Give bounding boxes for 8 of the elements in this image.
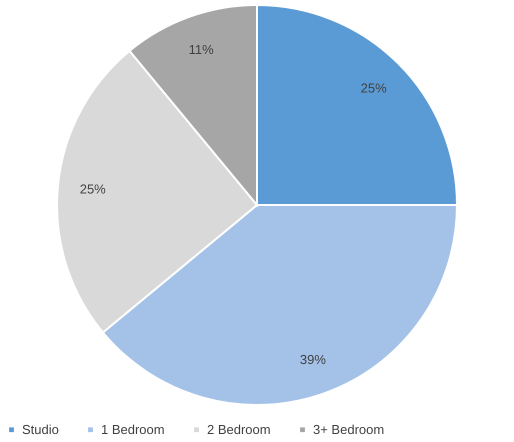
- data-label: 25%: [360, 80, 388, 96]
- legend-label: 3+ Bedroom: [313, 422, 384, 437]
- legend-label: Studio: [22, 422, 59, 437]
- data-label: 25%: [80, 181, 106, 196]
- legend-label: 1 Bedroom: [101, 422, 165, 437]
- data-label: 11%: [188, 42, 214, 57]
- legend-label: 2 Bedroom: [207, 422, 271, 437]
- data-label: 39%: [300, 352, 326, 368]
